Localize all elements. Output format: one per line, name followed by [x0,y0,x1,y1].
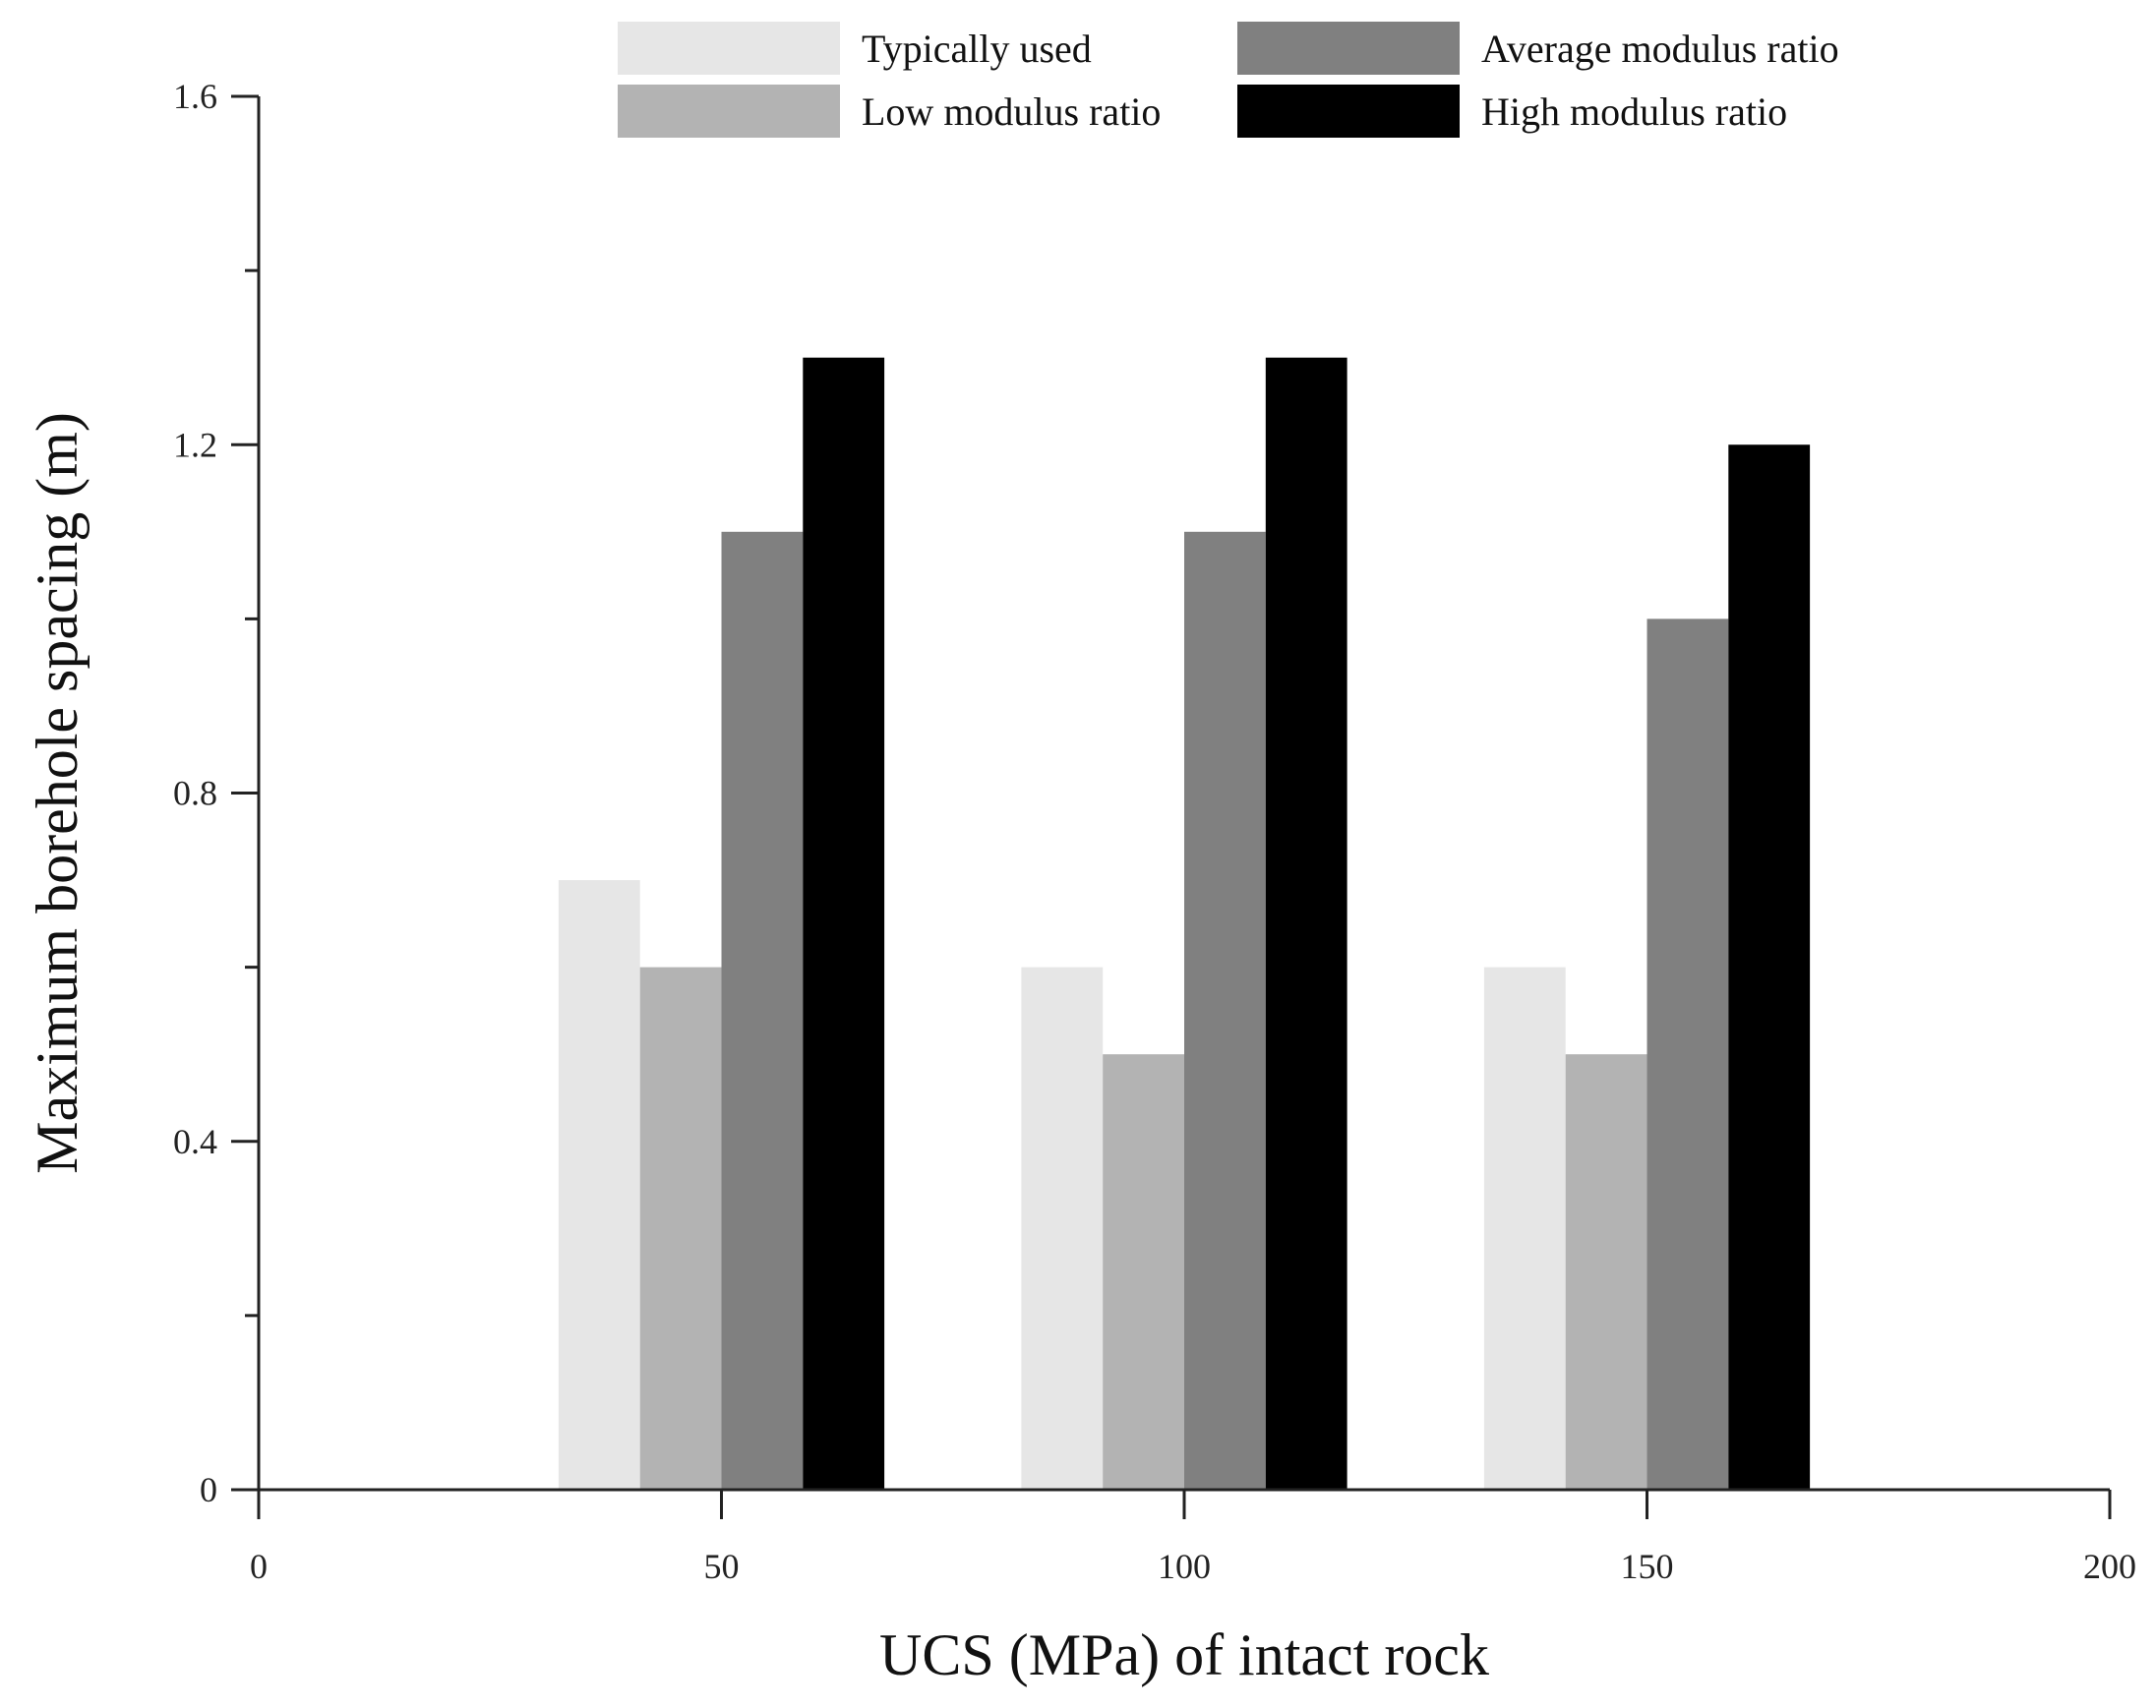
legend-label: High modulus ratio [1481,89,1787,134]
bar [721,531,804,1490]
bar [803,357,885,1490]
bar [1647,618,1729,1490]
bar [1103,1054,1184,1490]
x-ticks-group: 0 50 100 150 200 [250,1490,2136,1586]
bar [1565,1054,1647,1490]
y-ticks-group: 0 0.4 0.8 1.2 1.6 [173,77,259,1509]
legend: Typically used Low modulus ratio Average m… [618,22,1839,138]
y-tick-label: 1.2 [173,425,217,464]
y-tick-label: 0.4 [173,1122,217,1161]
legend-swatch [1237,85,1460,138]
bar [1483,967,1566,1490]
bars-group [558,357,1811,1490]
x-tick-label: 0 [250,1547,268,1586]
bar [1728,444,1811,1490]
x-tick-label: 200 [2083,1547,2136,1586]
legend-label: Average modulus ratio [1481,27,1839,71]
x-tick-label: 50 [704,1547,740,1586]
legend-swatch [1237,22,1460,75]
y-tick-label: 0 [200,1470,217,1509]
legend-swatch [618,85,840,138]
legend-swatch [618,22,840,75]
x-tick-label: 100 [1158,1547,1211,1586]
bar [1265,357,1348,1490]
bar [639,967,722,1490]
legend-label: Typically used [862,27,1092,71]
x-axis-title: UCS (MPa) of intact rock [879,1622,1489,1687]
bar [558,880,640,1490]
legend-label: Low modulus ratio [862,89,1161,134]
bar [1184,531,1266,1490]
y-tick-label: 1.6 [173,77,217,116]
x-tick-label: 150 [1621,1547,1674,1586]
y-axis-title: Maximum borehole spacing (m) [25,412,90,1174]
y-tick-label: 0.8 [173,774,217,813]
bar [1021,967,1104,1490]
